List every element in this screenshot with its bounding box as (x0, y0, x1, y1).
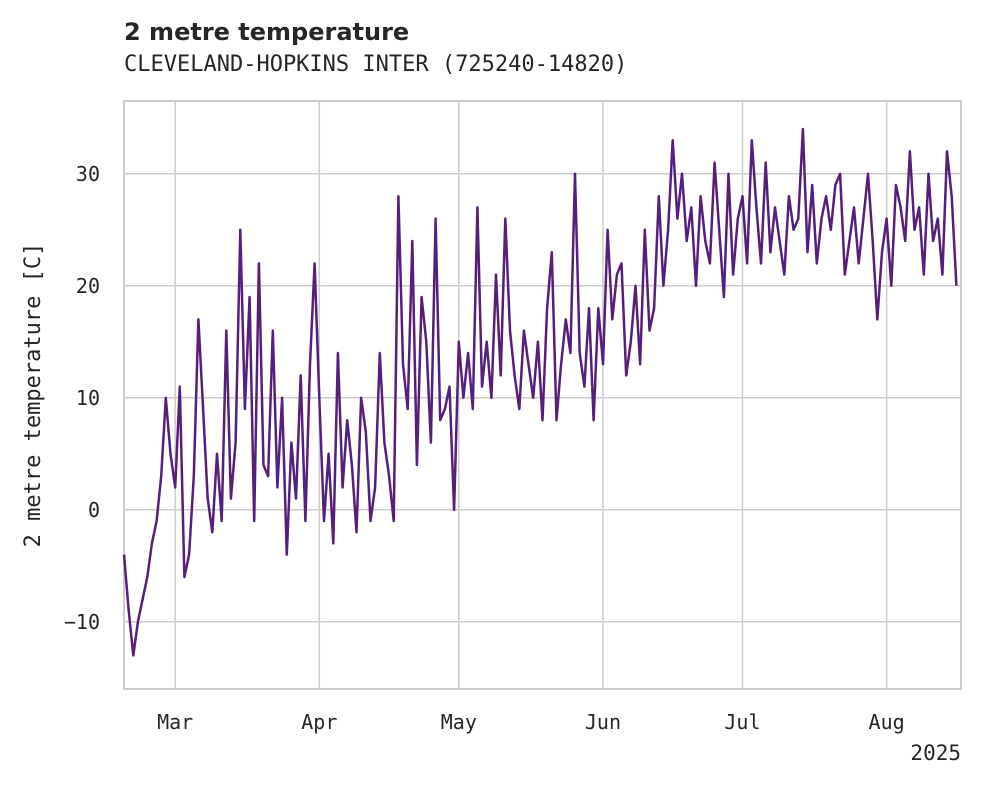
x-tick-label: Jul (724, 710, 760, 734)
x-tick-label: Mar (157, 710, 193, 734)
x-offset-label: 2025 (910, 741, 961, 765)
y-tick-label: 10 (76, 386, 100, 410)
x-tick-label: Jun (585, 710, 621, 734)
y-tick-label: 20 (76, 274, 100, 298)
y-tick-label: −10 (64, 610, 100, 634)
chart-subtitle: CLEVELAND-HOPKINS INTER (725240-14820) (124, 52, 628, 77)
chart-title: 2 metre temperature (124, 18, 410, 46)
y-tick-label: 0 (88, 498, 100, 522)
x-tick-label: May (441, 710, 477, 734)
temperature-line (122, 127, 958, 657)
plot-frame (123, 100, 962, 690)
x-tick-label: Apr (301, 710, 337, 734)
y-tick-label: 30 (76, 162, 100, 186)
y-axis-label: 2 metre temperature [C] (21, 243, 46, 548)
x-tick-label: Aug (869, 710, 905, 734)
